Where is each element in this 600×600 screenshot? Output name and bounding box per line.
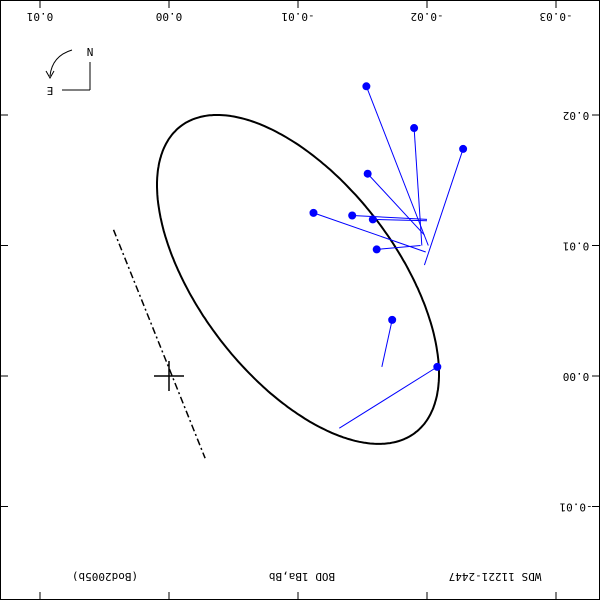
observation-point-7	[372, 245, 381, 254]
x-tick-label-3: -0.02	[410, 10, 443, 23]
observation-point-5	[348, 211, 357, 220]
observation-point-3	[363, 169, 372, 178]
observation-point-1	[410, 124, 419, 133]
x-tick-label-0: 0.01	[27, 10, 54, 23]
line-of-nodes	[112, 229, 206, 459]
y-tick-label-2: 0.00	[563, 370, 590, 383]
observation-point-6	[368, 215, 377, 224]
observation-points	[309, 82, 468, 371]
observation-point-8	[388, 315, 397, 324]
node-line	[112, 229, 206, 459]
residual-line-3	[367, 173, 425, 236]
residual-lines	[313, 86, 464, 429]
x-tick-label-1: 0.00	[156, 10, 183, 23]
residual-line-4	[313, 212, 426, 253]
system-label: WDS 11221-2447	[449, 570, 542, 583]
observation-point-2	[459, 144, 468, 153]
pair-label: BOD 1Ba,Bb	[269, 570, 335, 583]
residual-line-9	[339, 366, 438, 429]
orbit-path	[156, 114, 440, 445]
compass-north-label: N	[87, 45, 94, 58]
x-tick-label-2: -0.01	[281, 10, 314, 23]
compass-rose: N E	[45, 45, 94, 97]
compass-arrowhead	[45, 70, 55, 80]
y-tick-label-1: 0.01	[563, 240, 590, 253]
residual-line-7	[376, 245, 421, 250]
observation-point-9	[433, 362, 442, 371]
primary-star	[154, 361, 184, 391]
compass-east-label: E	[47, 84, 54, 97]
orbit-ellipse	[156, 114, 440, 445]
residual-line-8	[381, 319, 393, 367]
residual-line-6	[372, 218, 428, 222]
tick-labels: 0.01 0.00 -0.01 -0.02 -0.03 0.02 0.01 0.00 -0.01	[27, 10, 593, 514]
observation-point-4	[309, 208, 318, 217]
x-tick-label-4: -0.03	[539, 10, 572, 23]
residual-line-5	[352, 214, 428, 220]
compass-arc	[49, 49, 73, 77]
y-tick-label-0: 0.02	[563, 109, 590, 122]
observation-point-0	[362, 82, 371, 91]
reference-label: (Bod2005b)	[72, 570, 138, 583]
residual-line-1	[413, 128, 423, 246]
residual-line-2	[423, 148, 464, 266]
y-tick-label-3: -0.01	[559, 501, 592, 514]
